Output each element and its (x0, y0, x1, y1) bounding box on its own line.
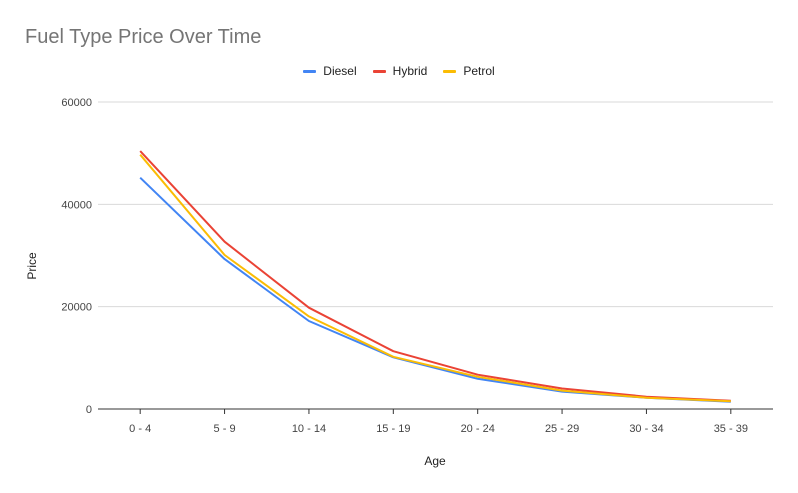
legend: Diesel Hybrid Petrol (0, 64, 798, 78)
legend-label-hybrid: Hybrid (392, 64, 428, 78)
legend-swatch-hybrid (372, 69, 386, 73)
gridlines (98, 101, 773, 410)
legend-item-hybrid[interactable]: Hybrid (372, 64, 428, 78)
series-lines (139, 150, 731, 403)
y-tick-label: 20000 (61, 302, 92, 314)
x-axis-ticks: 0 - 4 5 - 9 10 - 14 15 - 19 20 - 24 25 - 29 30… (129, 409, 748, 435)
y-axis-ticks: 0 20000 40000 60000 (61, 97, 92, 416)
y-tick-label: 0 (86, 404, 92, 416)
x-tick-label: 15 - 19 (376, 423, 410, 435)
series-line-diesel[interactable] (139, 176, 731, 403)
y-tick-label: 60000 (61, 97, 92, 109)
y-tick-label: 40000 (61, 199, 92, 211)
x-axis-title: Age (424, 454, 446, 468)
legend-label-petrol: Petrol (463, 64, 495, 78)
legend-label-diesel: Diesel (323, 64, 357, 78)
legend-item-diesel[interactable]: Diesel (303, 64, 357, 78)
x-tick-label: 5 - 9 (214, 423, 236, 435)
x-tick-label: 35 - 39 (714, 423, 748, 435)
x-tick-label: 30 - 34 (629, 423, 663, 435)
y-axis-title: Price (25, 252, 39, 280)
x-tick-label: 0 - 4 (129, 423, 151, 435)
legend-item-petrol[interactable]: Petrol (443, 64, 495, 78)
legend-swatch-petrol (443, 69, 457, 73)
series-line-petrol[interactable] (139, 154, 731, 403)
x-tick-label: 25 - 29 (545, 423, 579, 435)
x-tick-label: 10 - 14 (292, 423, 326, 435)
series-line-hybrid[interactable] (139, 150, 731, 402)
x-tick-label: 20 - 24 (461, 423, 495, 435)
legend-swatch-diesel (303, 69, 317, 73)
chart-title: Fuel Type Price Over Time (25, 26, 262, 48)
